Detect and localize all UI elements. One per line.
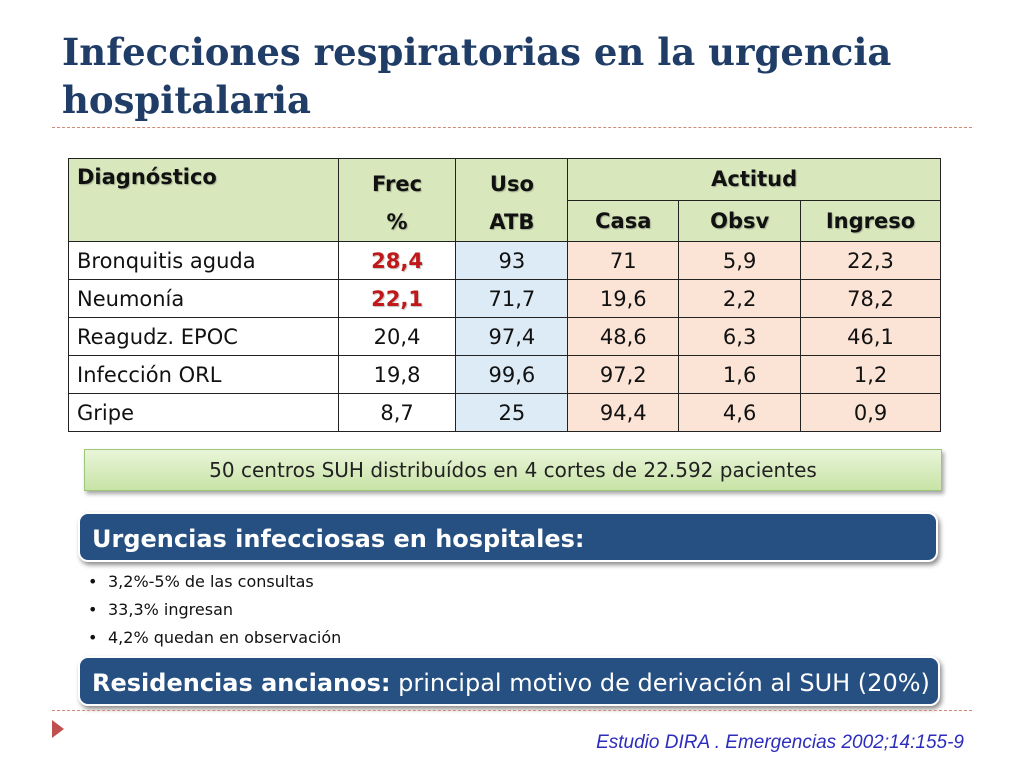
header-actitud: Actitud	[567, 158, 941, 201]
cell-uso-atb: 99,6	[455, 355, 569, 394]
cell-diagnostico: Neumonía	[68, 279, 339, 318]
residencias-label: Residencias ancianos:	[92, 669, 391, 697]
bullet-text: 33,3% ingresan	[108, 600, 234, 619]
header-atb-line2: ATB	[489, 210, 535, 234]
table-row: Reagudz. EPOC 20,4 97,4 48,6 6,3 46,1	[68, 317, 941, 356]
cell-uso-atb: 97,4	[455, 317, 569, 356]
bullet-icon: •	[88, 572, 98, 591]
cell-ingreso: 78,2	[800, 279, 941, 318]
table-body: Bronquitis aguda 28,4 93 71 5,9 22,3 Neumonía 2…	[68, 241, 941, 432]
residencias-banner: Residencias ancianos: principal motivo d…	[78, 656, 940, 706]
cell-uso-atb: 25	[455, 393, 569, 432]
header-atb-line1: Uso	[489, 172, 534, 196]
cell-diagnostico: Infección ORL	[68, 355, 339, 394]
header-diagnostico: Diagnóstico	[68, 158, 339, 242]
cell-frec: 19,8	[337, 355, 457, 394]
cell-frec: 22,1	[337, 279, 457, 318]
top-divider	[52, 127, 972, 128]
header-frec-line2: %	[386, 210, 408, 234]
header-frec-line1: Frec	[372, 172, 423, 196]
cell-ingreso: 1,2	[800, 355, 941, 394]
cell-obsv: 6,3	[678, 317, 802, 356]
table-row: Bronquitis aguda 28,4 93 71 5,9 22,3	[68, 241, 941, 280]
bullet-item: • 4,2% quedan en observación	[88, 624, 341, 652]
cell-frec: 28,4	[337, 241, 457, 280]
cell-casa: 94,4	[567, 393, 680, 432]
bullet-text: 3,2%-5% de las consultas	[108, 572, 314, 591]
urgencias-bullet-list: • 3,2%-5% de las consultas • 33,3% ingresa…	[88, 568, 341, 652]
header-uso-atb: Uso ATB	[455, 158, 569, 242]
bullet-icon: •	[88, 600, 98, 619]
cell-ingreso: 46,1	[800, 317, 941, 356]
bullet-icon: •	[88, 628, 98, 647]
table-row: Infección ORL 19,8 99,6 97,2 1,6 1,2	[68, 355, 941, 394]
cell-ingreso: 0,9	[800, 393, 941, 432]
cell-casa: 48,6	[567, 317, 680, 356]
bullet-item: • 33,3% ingresan	[88, 596, 341, 624]
header-obsv: Obsv	[678, 199, 802, 242]
play-arrow-icon	[52, 720, 64, 738]
citation: Estudio DIRA . Emergencias 2002;14:155-9	[596, 732, 964, 753]
cell-obsv: 5,9	[678, 241, 802, 280]
cell-casa: 97,2	[567, 355, 680, 394]
cell-obsv: 1,6	[678, 355, 802, 394]
cell-diagnostico: Gripe	[68, 393, 339, 432]
cell-diagnostico: Bronquitis aguda	[68, 241, 339, 280]
cell-frec: 20,4	[337, 317, 457, 356]
cell-frec: 8,7	[337, 393, 457, 432]
table-row: Gripe 8,7 25 94,4 4,6 0,9	[68, 393, 941, 432]
urgencias-banner: Urgencias infecciosas en hospitales:	[78, 512, 938, 562]
cell-ingreso: 22,3	[800, 241, 941, 280]
table-row: Neumonía 22,1 71,7 19,6 2,2 78,2	[68, 279, 941, 318]
cell-obsv: 2,2	[678, 279, 802, 318]
cell-uso-atb: 71,7	[455, 279, 569, 318]
cell-uso-atb: 93	[455, 241, 569, 280]
sample-note: 50 centros SUH distribuídos en 4 cortes …	[84, 449, 942, 491]
header-ingreso: Ingreso	[800, 199, 941, 242]
slide-title: Infecciones respiratorias en la urgencia…	[62, 30, 892, 122]
header-frec: Frec %	[337, 158, 457, 242]
header-casa: Casa	[567, 199, 680, 242]
diagnosis-table: Diagnóstico Frec % Uso ATB Actitud Casa …	[68, 158, 941, 432]
cell-casa: 71	[567, 241, 680, 280]
bullet-text: 4,2% quedan en observación	[108, 628, 342, 647]
bullet-item: • 3,2%-5% de las consultas	[88, 568, 341, 596]
bottom-divider	[52, 710, 972, 711]
cell-obsv: 4,6	[678, 393, 802, 432]
residencias-text: principal motivo de derivación al SUH (2…	[390, 669, 930, 697]
cell-casa: 19,6	[567, 279, 680, 318]
cell-diagnostico: Reagudz. EPOC	[68, 317, 339, 356]
